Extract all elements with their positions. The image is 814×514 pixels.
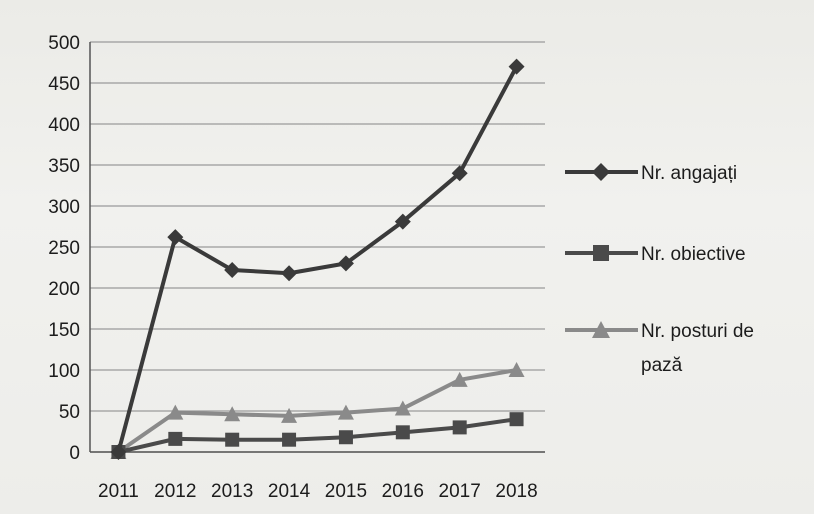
point-square-2016: [395, 425, 410, 440]
point-diamond-2011: [110, 444, 127, 460]
legend-label-triangle: Nr. posturi de: [641, 321, 754, 342]
y-tick-label-500: 500: [48, 33, 80, 54]
legend-marker-square: [593, 245, 609, 261]
point-triangle-2013: [224, 406, 241, 422]
x-tick-label-2016: 2016: [382, 481, 424, 502]
y-tick-label-150: 150: [48, 320, 80, 341]
y-tick-label-400: 400: [48, 115, 80, 136]
legend-marker-diamond: [592, 163, 610, 181]
series-line-triangle: [117, 368, 517, 454]
point-triangle-2018: [508, 362, 525, 377]
y-tick-label-0: 0: [69, 443, 80, 464]
point-square-2015: [338, 430, 353, 445]
point-diamond-2018: [508, 58, 525, 75]
point-square-2012: [168, 431, 183, 446]
x-tick-label-2018: 2018: [495, 481, 537, 502]
point-triangle-2014: [281, 407, 298, 423]
legend-label-square: Nr. obiective: [641, 244, 746, 265]
point-diamond-2014: [281, 265, 298, 282]
series-line-square: [117, 417, 517, 454]
y-tick-label-100: 100: [48, 361, 80, 382]
x-tick-label-2013: 2013: [211, 481, 253, 502]
point-diamond-2015: [337, 255, 354, 272]
point-diamond-2012: [167, 229, 184, 246]
point-diamond-2013: [224, 261, 241, 278]
point-triangle-2015: [337, 404, 354, 420]
x-tick-label-2012: 2012: [154, 481, 196, 502]
series-line-diamond: [116, 65, 519, 453]
x-tick-label-2017: 2017: [439, 481, 481, 502]
y-tick-label-450: 450: [48, 74, 80, 95]
point-triangle-2017: [451, 371, 468, 387]
y-tick-label-300: 300: [48, 197, 80, 218]
y-tick-label-200: 200: [48, 279, 80, 300]
point-square-2014: [282, 432, 297, 447]
point-diamond-2017: [451, 165, 468, 182]
y-tick-label-350: 350: [48, 156, 80, 177]
legend-label-diamond: Nr. angajați: [641, 163, 737, 184]
point-square-2017: [452, 420, 467, 435]
point-square-2018: [509, 412, 524, 427]
y-tick-label-250: 250: [48, 238, 80, 259]
point-triangle-2016: [394, 400, 411, 416]
legend-marker-triangle: [592, 321, 610, 338]
legend-label-triangle-line2: pază: [641, 355, 683, 376]
y-tick-label-50: 50: [59, 402, 80, 423]
x-tick-label-2015: 2015: [325, 481, 367, 502]
point-diamond-2016: [394, 213, 411, 230]
x-tick-label-2014: 2014: [268, 481, 311, 502]
x-tick-label-2011: 2011: [98, 481, 139, 502]
point-square-2013: [225, 432, 240, 447]
point-triangle-2012: [167, 404, 184, 420]
